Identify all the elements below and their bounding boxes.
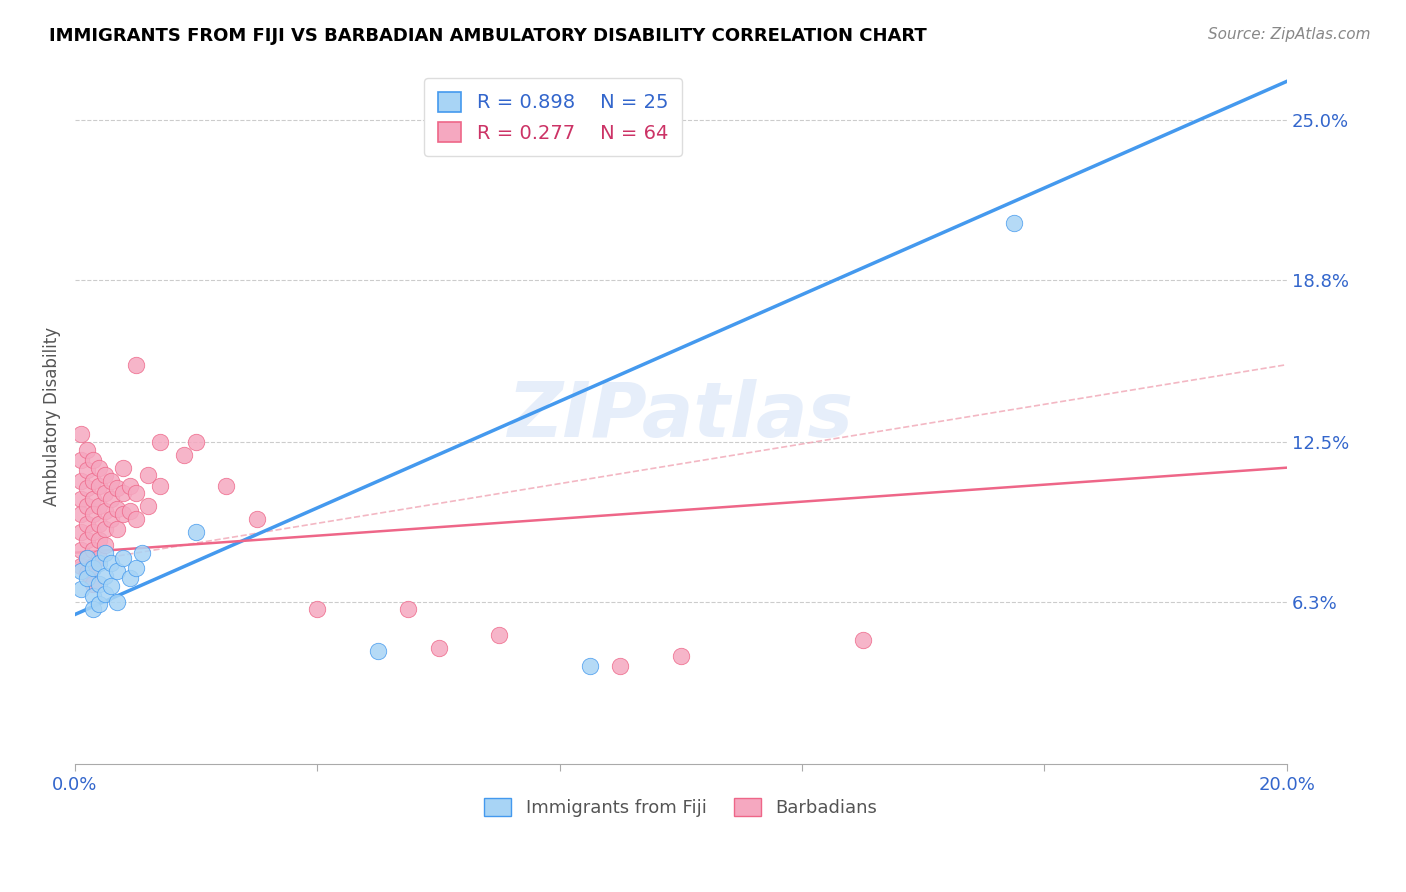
Point <box>94 569 117 583</box>
Point <box>396 602 419 616</box>
Point <box>82 602 104 616</box>
Point <box>70 453 93 467</box>
Point <box>82 524 104 539</box>
Point <box>100 512 122 526</box>
Point <box>70 491 93 506</box>
Point <box>76 517 98 532</box>
Point <box>149 479 172 493</box>
Point <box>100 579 122 593</box>
Point <box>89 533 111 547</box>
Point <box>107 594 129 608</box>
Point <box>76 550 98 565</box>
Point <box>100 556 122 570</box>
Point <box>94 504 117 518</box>
Point <box>852 633 875 648</box>
Point <box>76 481 98 495</box>
Point <box>579 659 602 673</box>
Point <box>118 504 141 518</box>
Point <box>107 481 129 495</box>
Point <box>76 463 98 477</box>
Point <box>70 558 93 573</box>
Text: Source: ZipAtlas.com: Source: ZipAtlas.com <box>1208 27 1371 42</box>
Point <box>215 479 238 493</box>
Point <box>118 479 141 493</box>
Point <box>94 587 117 601</box>
Point <box>82 576 104 591</box>
Point <box>89 479 111 493</box>
Point <box>1002 216 1025 230</box>
Point <box>94 486 117 500</box>
Point <box>82 590 104 604</box>
Point <box>112 507 135 521</box>
Point <box>94 546 117 560</box>
Point <box>82 491 104 506</box>
Point <box>76 500 98 514</box>
Point <box>70 543 93 558</box>
Point <box>89 517 111 532</box>
Point <box>82 453 104 467</box>
Point <box>89 500 111 514</box>
Point <box>136 500 159 514</box>
Point <box>70 427 93 442</box>
Point <box>124 512 146 526</box>
Point <box>89 597 111 611</box>
Point <box>124 486 146 500</box>
Point <box>94 468 117 483</box>
Point <box>307 602 329 616</box>
Point <box>76 442 98 457</box>
Point <box>100 474 122 488</box>
Point <box>89 576 111 591</box>
Point <box>82 507 104 521</box>
Point <box>89 460 111 475</box>
Point <box>89 556 111 570</box>
Legend: Immigrants from Fiji, Barbadians: Immigrants from Fiji, Barbadians <box>477 790 884 824</box>
Point <box>76 533 98 547</box>
Point <box>246 512 269 526</box>
Point <box>427 640 450 655</box>
Point <box>89 550 111 565</box>
Point <box>112 486 135 500</box>
Point <box>112 460 135 475</box>
Point <box>70 507 93 521</box>
Point <box>94 523 117 537</box>
Point <box>186 434 208 449</box>
Point <box>76 550 98 565</box>
Point <box>124 561 146 575</box>
Point <box>149 434 172 449</box>
Point <box>70 524 93 539</box>
Point <box>70 474 93 488</box>
Point <box>131 546 153 560</box>
Point <box>100 491 122 506</box>
Point <box>94 538 117 552</box>
Point <box>669 648 692 663</box>
Point <box>76 566 98 581</box>
Point <box>124 358 146 372</box>
Y-axis label: Ambulatory Disability: Ambulatory Disability <box>44 326 60 506</box>
Point <box>76 571 98 585</box>
Point <box>367 643 389 657</box>
Point <box>488 628 510 642</box>
Point <box>186 524 208 539</box>
Point <box>609 659 631 673</box>
Point <box>82 558 104 573</box>
Point <box>82 474 104 488</box>
Point <box>82 561 104 575</box>
Point <box>118 571 141 585</box>
Point <box>70 564 93 578</box>
Point <box>107 564 129 578</box>
Point <box>136 468 159 483</box>
Point <box>70 582 93 596</box>
Point <box>112 550 135 565</box>
Point <box>173 448 195 462</box>
Point <box>82 543 104 558</box>
Text: IMMIGRANTS FROM FIJI VS BARBADIAN AMBULATORY DISABILITY CORRELATION CHART: IMMIGRANTS FROM FIJI VS BARBADIAN AMBULA… <box>49 27 927 45</box>
Text: ZIPatlas: ZIPatlas <box>508 379 853 453</box>
Point <box>107 523 129 537</box>
Point <box>107 501 129 516</box>
